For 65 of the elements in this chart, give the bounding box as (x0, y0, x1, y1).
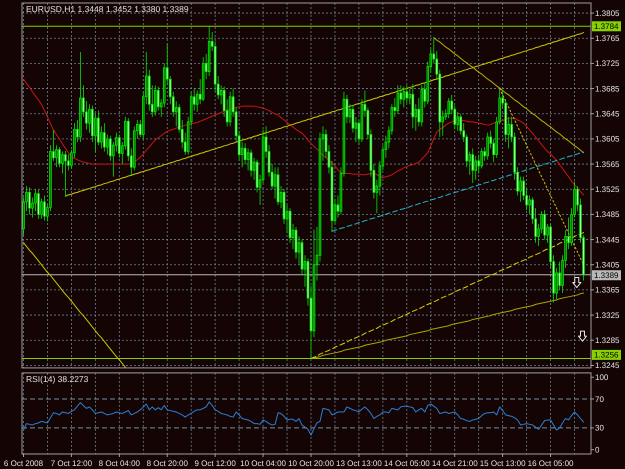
y-tick-label: 1.3365 (595, 286, 620, 295)
candlestick (276, 166, 280, 206)
y-tick-label: 1.3405 (595, 260, 620, 270)
y-tick-label: 1.3325 (595, 310, 620, 320)
y-tick-label: 1.3245 (595, 361, 620, 370)
candlestick (103, 122, 106, 152)
y-tick-label: 0 (595, 445, 600, 454)
ref-line-label: 1.3389 (594, 271, 620, 280)
candlestick (420, 85, 424, 127)
x-tick-label: 16 Oct 05:00 (528, 458, 574, 468)
candlestick (208, 26, 210, 76)
candlestick (412, 84, 414, 129)
y-tick-label: 1.3685 (595, 84, 620, 94)
line-series (310, 232, 584, 359)
line-series (22, 401, 584, 436)
candlestick (37, 189, 40, 220)
y-tick-label: 1.3645 (595, 110, 620, 119)
candlestick (471, 148, 474, 184)
ref-line-label: 1.3256 (594, 350, 620, 360)
chart-title: EURUSD,H1 1.3448 1.3452 1.3380 1.3389 (26, 4, 189, 14)
x-tick-label: 10 Oct 04:00 (240, 458, 287, 468)
y-tick-label: 30 (595, 424, 604, 433)
candlestick (228, 91, 232, 127)
y-tick-label: 1.3605 (595, 134, 620, 144)
x-tick-label: 14 Oct 05:00 (384, 458, 430, 468)
y-tick-label: 1.3445 (595, 235, 620, 244)
line-series (22, 78, 584, 196)
line-series (310, 292, 584, 359)
y-tick-label: 100 (595, 373, 609, 382)
candlestick (250, 149, 252, 178)
candlestick (447, 98, 450, 119)
y-tick-label: 1.3765 (595, 34, 620, 44)
candlestick (79, 52, 82, 142)
candlestick (406, 85, 408, 104)
line-series (433, 37, 584, 154)
y-tick-label: 1.3525 (595, 185, 620, 194)
x-tick-label: 6 Oct 2008 (4, 458, 44, 468)
candlestick (154, 85, 157, 116)
y-tick-label: 1.3805 (595, 8, 620, 18)
candlestick (486, 132, 489, 160)
ref-line-label: 1.3784 (594, 22, 620, 32)
x-tick-label: 10 Oct 20:00 (288, 458, 334, 468)
candlestick (402, 86, 406, 108)
x-tick-label: 8 Oct 04:00 (98, 458, 141, 468)
y-tick-label: 1.3285 (595, 336, 620, 346)
chart-title: RSI(14) 38.2273 (26, 374, 89, 384)
candlestick (28, 186, 31, 215)
candlestick (543, 210, 546, 240)
y-tick-label: 70 (595, 394, 604, 404)
x-tick-label: 15 Oct 13:00 (480, 458, 526, 468)
x-tick-label: 7 Oct 12:00 (50, 458, 93, 468)
line-series (22, 242, 126, 368)
line-series (64, 32, 584, 197)
x-tick-label: 8 Oct 20:00 (146, 458, 188, 468)
y-tick-label: 1.3485 (595, 210, 620, 220)
candlestick (64, 150, 67, 197)
y-tick-label: 1.3725 (595, 59, 620, 68)
candlestick (43, 195, 46, 222)
line-series (331, 152, 584, 232)
x-tick-label: 13 Oct 13:00 (336, 458, 382, 468)
x-tick-label: 14 Oct 21:00 (432, 458, 478, 468)
y-tick-label: 1.3565 (595, 160, 620, 169)
candlestick (202, 56, 204, 102)
candlestick (396, 85, 400, 114)
x-tick-label: 9 Oct 12:00 (194, 458, 236, 468)
